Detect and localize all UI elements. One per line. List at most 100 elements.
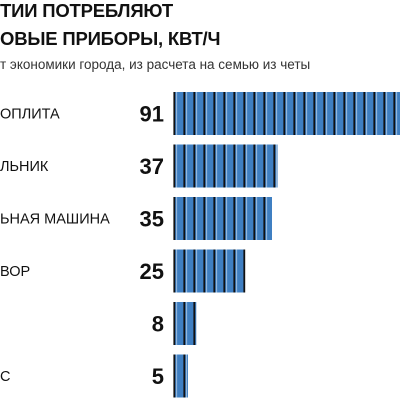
bar-segment-highlight — [186, 249, 188, 293]
bar — [173, 92, 400, 135]
category-label: ОПЛИТА — [0, 107, 60, 123]
bar-segment-highlight — [236, 92, 238, 135]
bar-segment-divider — [353, 92, 356, 135]
bar — [173, 302, 198, 345]
bar-segment-highlight — [236, 249, 238, 293]
bar-segment-divider — [173, 144, 176, 188]
bar-segment-highlight — [226, 92, 228, 135]
bar-segment-divider — [223, 92, 226, 135]
bar-segment-divider — [223, 249, 226, 293]
bar-segment-highlight — [336, 92, 338, 135]
bar-segment-divider — [243, 197, 246, 240]
bar-segment-highlight — [206, 144, 208, 188]
category-label: ВОР — [0, 264, 30, 280]
bar-segment-highlight — [366, 92, 368, 135]
bar-segment-highlight — [216, 249, 218, 293]
bar-segment-divider — [223, 144, 226, 188]
bar-segment-divider — [303, 92, 306, 135]
value-label: 91 — [140, 102, 164, 127]
chart-subtitle: т экономики города, из расчета на семью … — [0, 57, 311, 72]
bar-segment-divider — [173, 302, 176, 345]
bar-segment-highlight — [186, 302, 188, 345]
bar-segment-highlight — [206, 92, 208, 135]
bar-segment-divider — [273, 92, 276, 135]
bar-segment-highlight — [216, 92, 218, 135]
bar-segment-highlight — [276, 144, 278, 188]
bar-segment-highlight — [286, 92, 288, 135]
bar-segment-highlight — [246, 144, 248, 188]
bar-segment-highlight — [196, 92, 198, 135]
bar-segment-divider — [173, 92, 176, 135]
bar-segment-highlight — [216, 144, 218, 188]
bar-segment-divider — [203, 197, 206, 240]
bar-segment-highlight — [246, 92, 248, 135]
bar-segment-highlight — [326, 92, 328, 135]
bar-segment-divider — [253, 144, 256, 188]
bar-segment-divider — [183, 354, 186, 398]
bar-segment-highlight — [176, 249, 178, 293]
bar-segment-highlight — [186, 354, 188, 398]
bar-segment-highlight — [296, 92, 298, 135]
bar-segment-divider — [383, 92, 386, 135]
bar-segment-highlight — [206, 249, 208, 293]
bar-segment-divider — [203, 144, 206, 188]
bar-segment-highlight — [196, 144, 198, 188]
bar-segment-divider — [233, 249, 236, 293]
chart-title-line-1: ТИИ ПОТРЕБЛЯЮТ — [0, 0, 173, 21]
category-label: ЬНАЯ МАШИНА — [0, 212, 110, 228]
bar-segment-divider — [183, 197, 186, 240]
bar-segment-divider — [363, 92, 366, 135]
bar-segment-divider — [323, 92, 326, 135]
chart-title-line-2: ОВЫЕ ПРИБОРЫ, КВТ/Ч — [0, 28, 221, 49]
bar-segment-highlight — [236, 197, 238, 240]
bar-segment-highlight — [376, 92, 378, 135]
bar-segment-highlight — [176, 197, 178, 240]
bar-segment-highlight — [206, 197, 208, 240]
value-label: 5 — [152, 364, 164, 389]
bar-segment-highlight — [396, 92, 398, 135]
bar-segment-highlight — [196, 302, 198, 345]
bar-segment-divider — [213, 92, 216, 135]
bar-segment-divider — [263, 197, 266, 240]
bar-segment-highlight — [176, 144, 178, 188]
bar-segment-divider — [193, 92, 196, 135]
bar-segment-highlight — [186, 197, 188, 240]
bar-segment-divider — [253, 197, 256, 240]
bar-segment-divider — [263, 92, 266, 135]
bar-segment-highlight — [216, 197, 218, 240]
bar-segment-highlight — [266, 197, 268, 240]
bar-segment-divider — [393, 92, 396, 135]
value-label: 37 — [140, 154, 164, 179]
bar-fill — [174, 354, 188, 398]
bar-segment-highlight — [246, 197, 248, 240]
bar-segment-divider — [173, 197, 176, 240]
bar-segment-divider — [193, 302, 196, 345]
value-label: 8 — [152, 312, 164, 337]
bar-fill — [174, 144, 278, 188]
bar-segment-divider — [283, 92, 286, 135]
bar-segment-highlight — [266, 92, 268, 135]
bar-segment-highlight — [256, 92, 258, 135]
bar-segment-divider — [233, 92, 236, 135]
bar-segment-divider — [213, 144, 216, 188]
bar-segment-divider — [173, 354, 176, 398]
bar-segment-highlight — [256, 144, 258, 188]
bar — [173, 197, 272, 240]
bar-segment-divider — [203, 249, 206, 293]
bar-segment-divider — [243, 144, 246, 188]
bar-segment-highlight — [226, 249, 228, 293]
bar-segment-highlight — [176, 302, 178, 345]
value-label: 35 — [140, 207, 164, 232]
bar-segment-divider — [343, 92, 346, 135]
bar-segment-divider — [273, 144, 276, 188]
value-label: 25 — [140, 259, 164, 284]
bar — [173, 144, 278, 188]
bar-fill — [174, 249, 244, 293]
bar-segment-highlight — [196, 249, 198, 293]
bar-segment-divider — [233, 144, 236, 188]
bar-segment-highlight — [236, 144, 238, 188]
bar-segment-divider — [193, 197, 196, 240]
bar — [173, 354, 188, 398]
bar-segment-divider — [183, 144, 186, 188]
